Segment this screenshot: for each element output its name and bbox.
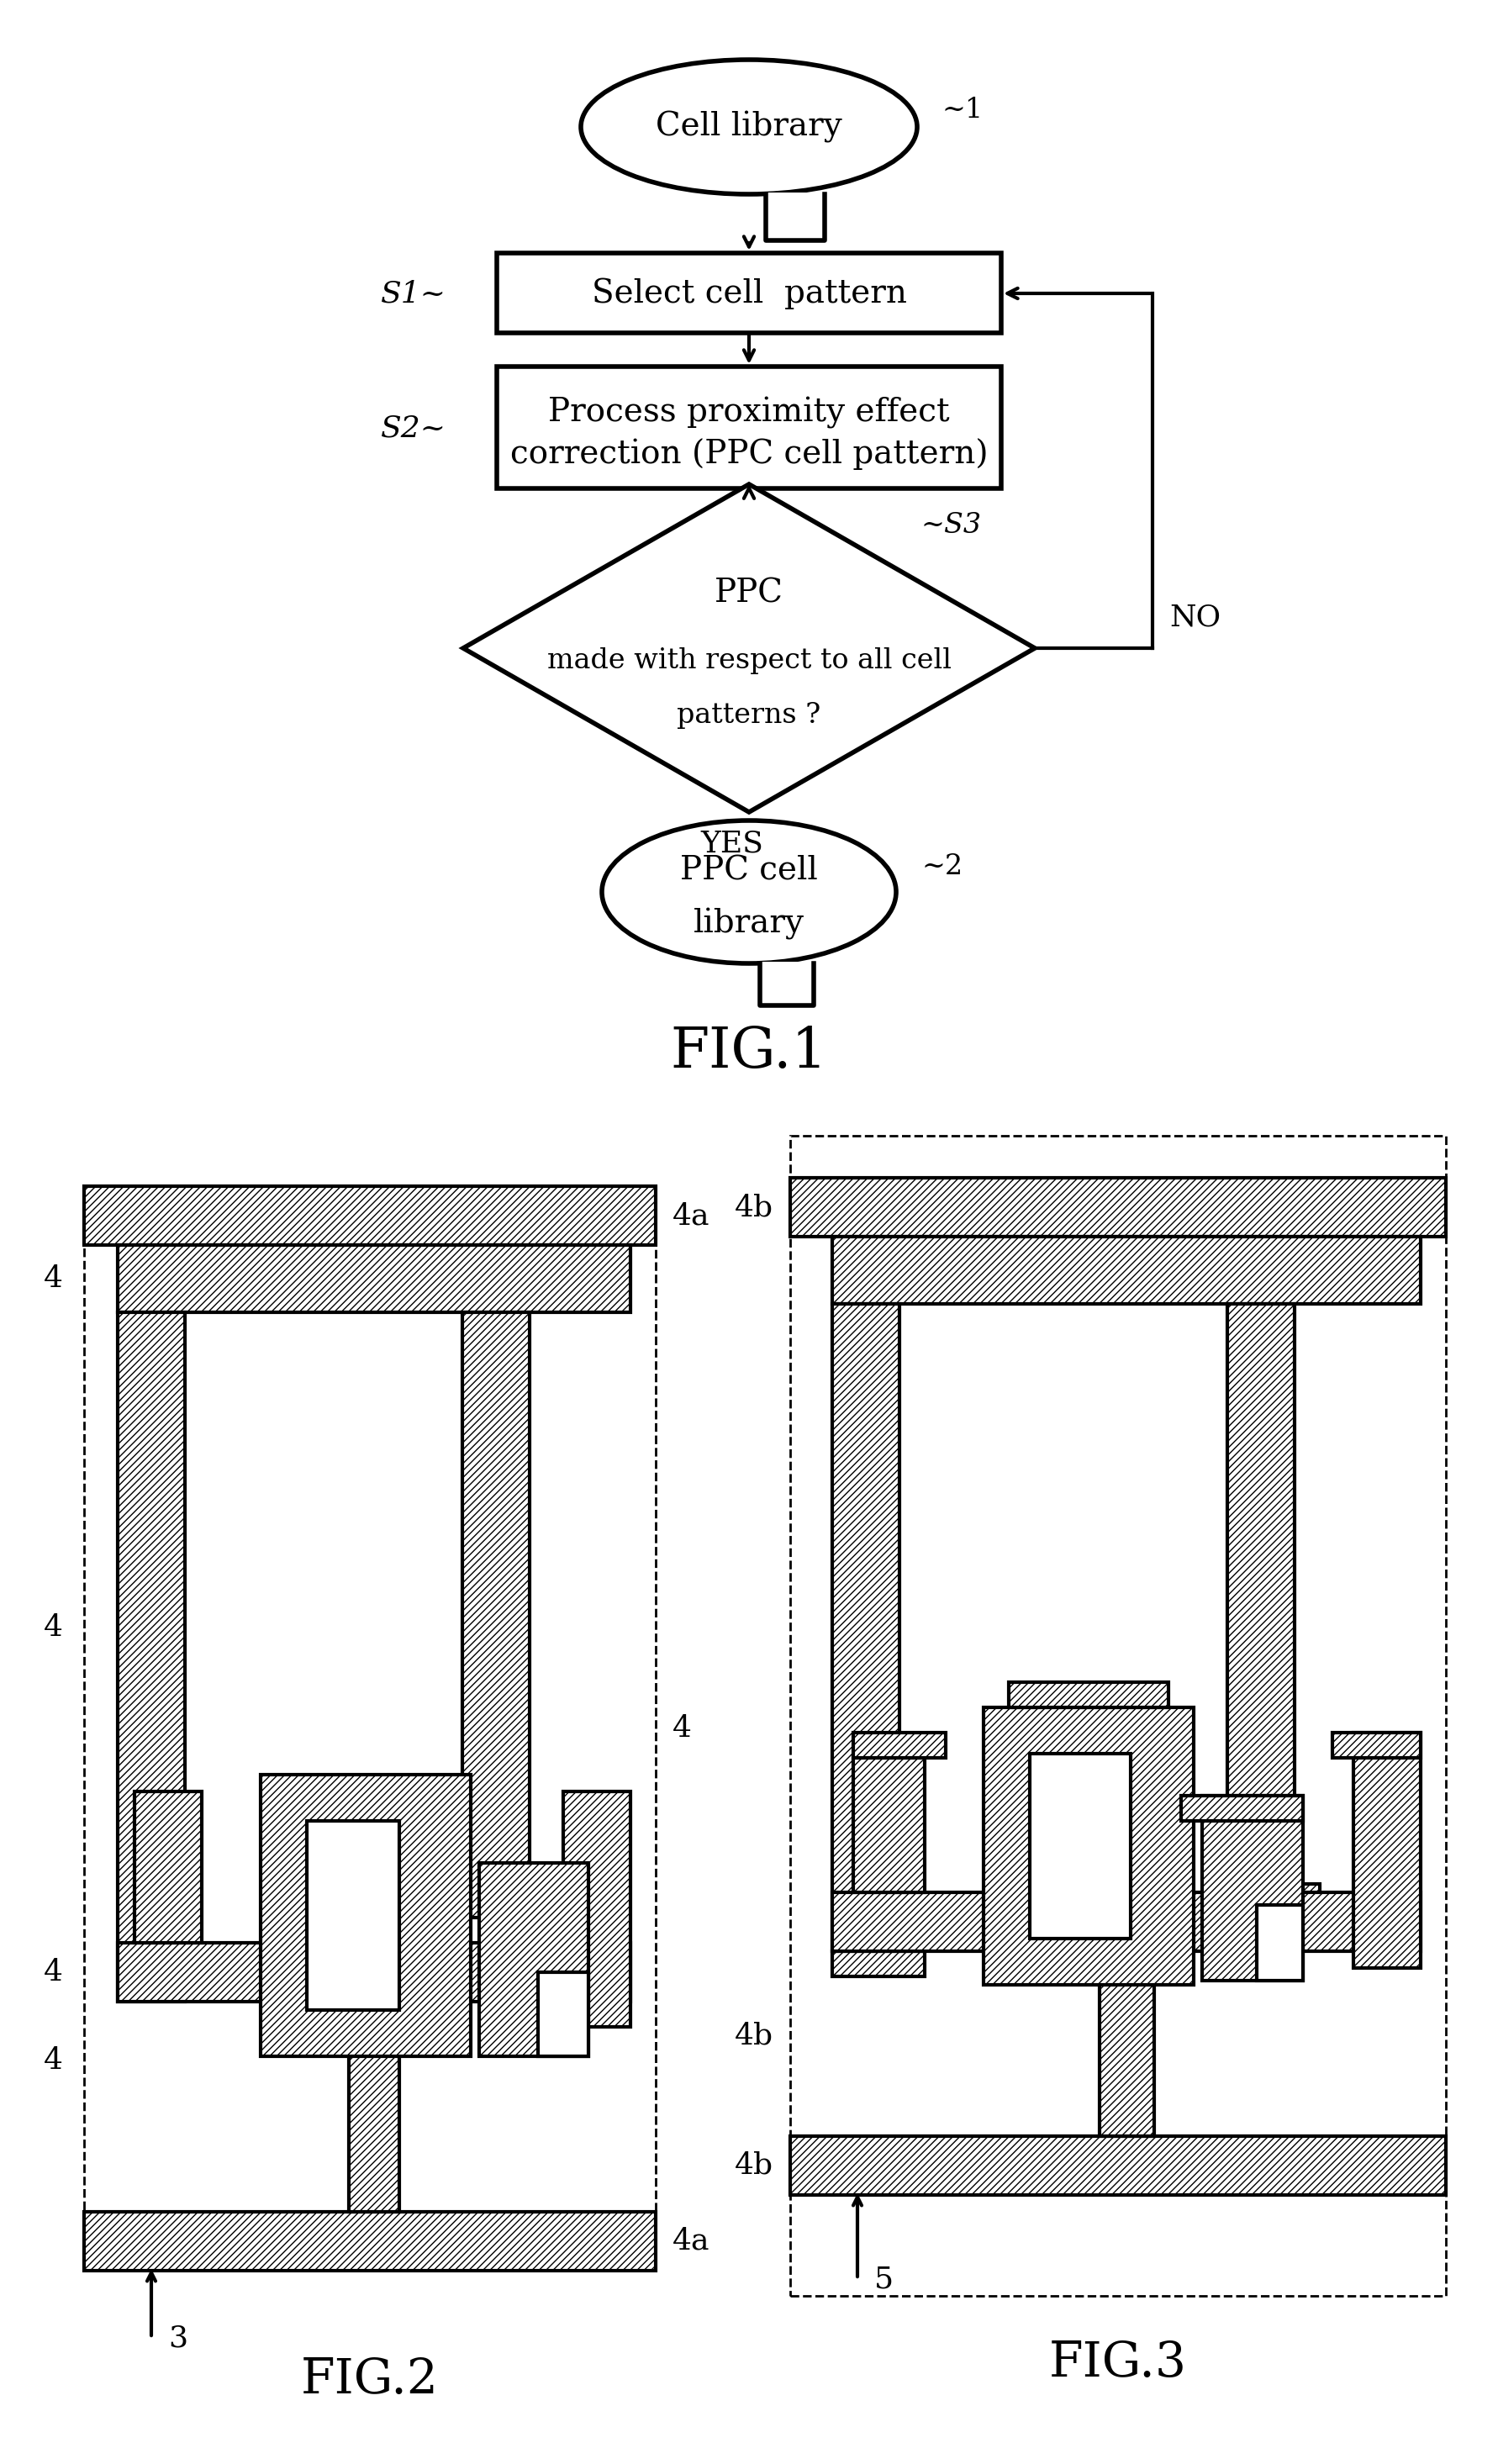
Text: 4: 4	[673, 1715, 692, 1742]
Text: 4: 4	[43, 1264, 63, 1294]
Text: Select cell  pattern: Select cell pattern	[592, 278, 906, 308]
Text: ~2: ~2	[921, 853, 963, 880]
Text: 4: 4	[43, 1959, 63, 1986]
Bar	[1332, 1732, 1420, 1757]
Text: 4a: 4a	[673, 1202, 710, 1230]
Bar	[563, 1791, 631, 2028]
Text: made with respect to all cell: made with respect to all cell	[547, 648, 951, 675]
Bar	[84, 2213, 656, 2272]
Bar	[1180, 1796, 1303, 1821]
Text: ~S3: ~S3	[920, 513, 981, 540]
Text: Process proximity effect: Process proximity effect	[548, 397, 950, 429]
Text: FIG.3: FIG.3	[1049, 2341, 1186, 2388]
Bar	[789, 1178, 1446, 1237]
Text: 4b: 4b	[734, 2151, 773, 2181]
Ellipse shape	[602, 821, 896, 963]
Bar	[463, 1313, 530, 1917]
Bar	[759, 961, 815, 1005]
Text: FIG.2: FIG.2	[301, 2356, 439, 2402]
Bar	[1008, 1683, 1168, 1708]
Text: PPC: PPC	[715, 579, 783, 609]
Text: S2~: S2~	[380, 414, 446, 441]
Text: 3: 3	[168, 2324, 187, 2353]
Bar	[135, 1791, 202, 1942]
Ellipse shape	[581, 59, 917, 195]
Bar	[1257, 1905, 1303, 1981]
Text: 4b: 4b	[734, 1193, 773, 1222]
Bar	[497, 254, 1001, 333]
Bar	[854, 1732, 945, 1757]
Bar	[118, 1244, 631, 1313]
Text: 4a: 4a	[673, 2227, 710, 2255]
Bar	[765, 192, 825, 241]
Bar	[833, 1951, 924, 1976]
Bar	[1029, 1754, 1131, 1939]
Bar	[833, 1892, 1420, 1951]
Bar	[1201, 1796, 1303, 1981]
Text: correction (PPC cell pattern): correction (PPC cell pattern)	[509, 439, 989, 471]
Bar	[118, 1313, 184, 2001]
Bar	[833, 1237, 1420, 1303]
Bar	[1353, 1732, 1420, 1969]
Text: YES: YES	[701, 828, 764, 857]
Text: PPC cell: PPC cell	[680, 855, 818, 887]
Polygon shape	[463, 485, 1035, 813]
Text: ~1: ~1	[942, 96, 984, 123]
Bar	[479, 1863, 589, 2057]
Bar	[497, 367, 1001, 488]
Text: Cell library: Cell library	[656, 111, 842, 143]
Bar	[261, 1774, 470, 2057]
Text: 4b: 4b	[734, 2020, 773, 2050]
Text: NO: NO	[1170, 604, 1221, 631]
Text: 4: 4	[43, 2045, 63, 2075]
Text: S1~: S1~	[380, 278, 446, 308]
Bar	[84, 1185, 656, 1244]
Bar	[538, 1971, 589, 2057]
Bar	[1227, 1303, 1294, 1885]
Bar	[789, 2136, 1446, 2195]
Bar	[349, 2011, 400, 2213]
Bar	[118, 1942, 631, 2001]
Text: library: library	[694, 907, 804, 939]
Bar	[1227, 1885, 1320, 1910]
Text: FIG.1: FIG.1	[671, 1025, 827, 1079]
Bar	[84, 1185, 656, 2272]
Text: 4: 4	[43, 1614, 63, 1641]
Text: 5: 5	[875, 2264, 894, 2294]
Bar	[789, 1136, 1446, 2296]
Bar	[984, 1708, 1194, 1986]
Bar	[854, 1757, 924, 1892]
Bar	[1100, 1951, 1153, 2136]
Text: patterns ?: patterns ?	[677, 702, 821, 729]
Bar	[833, 1303, 899, 1951]
Bar	[307, 1821, 400, 2011]
